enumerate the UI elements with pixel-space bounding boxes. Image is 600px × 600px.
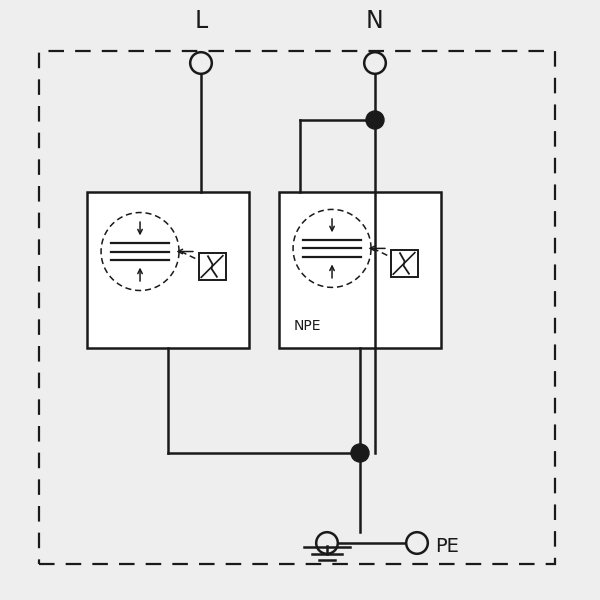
Bar xyxy=(87,192,249,348)
Circle shape xyxy=(364,52,386,74)
Circle shape xyxy=(351,444,369,462)
Bar xyxy=(199,253,226,280)
Text: PE: PE xyxy=(435,536,459,556)
Bar xyxy=(391,250,418,277)
Circle shape xyxy=(316,532,338,554)
Text: N: N xyxy=(366,9,384,33)
Circle shape xyxy=(406,532,428,554)
Circle shape xyxy=(190,52,212,74)
Text: NPE: NPE xyxy=(294,319,322,333)
Bar xyxy=(39,51,555,564)
Circle shape xyxy=(366,111,384,129)
Text: L: L xyxy=(194,9,208,33)
Bar xyxy=(279,192,441,348)
